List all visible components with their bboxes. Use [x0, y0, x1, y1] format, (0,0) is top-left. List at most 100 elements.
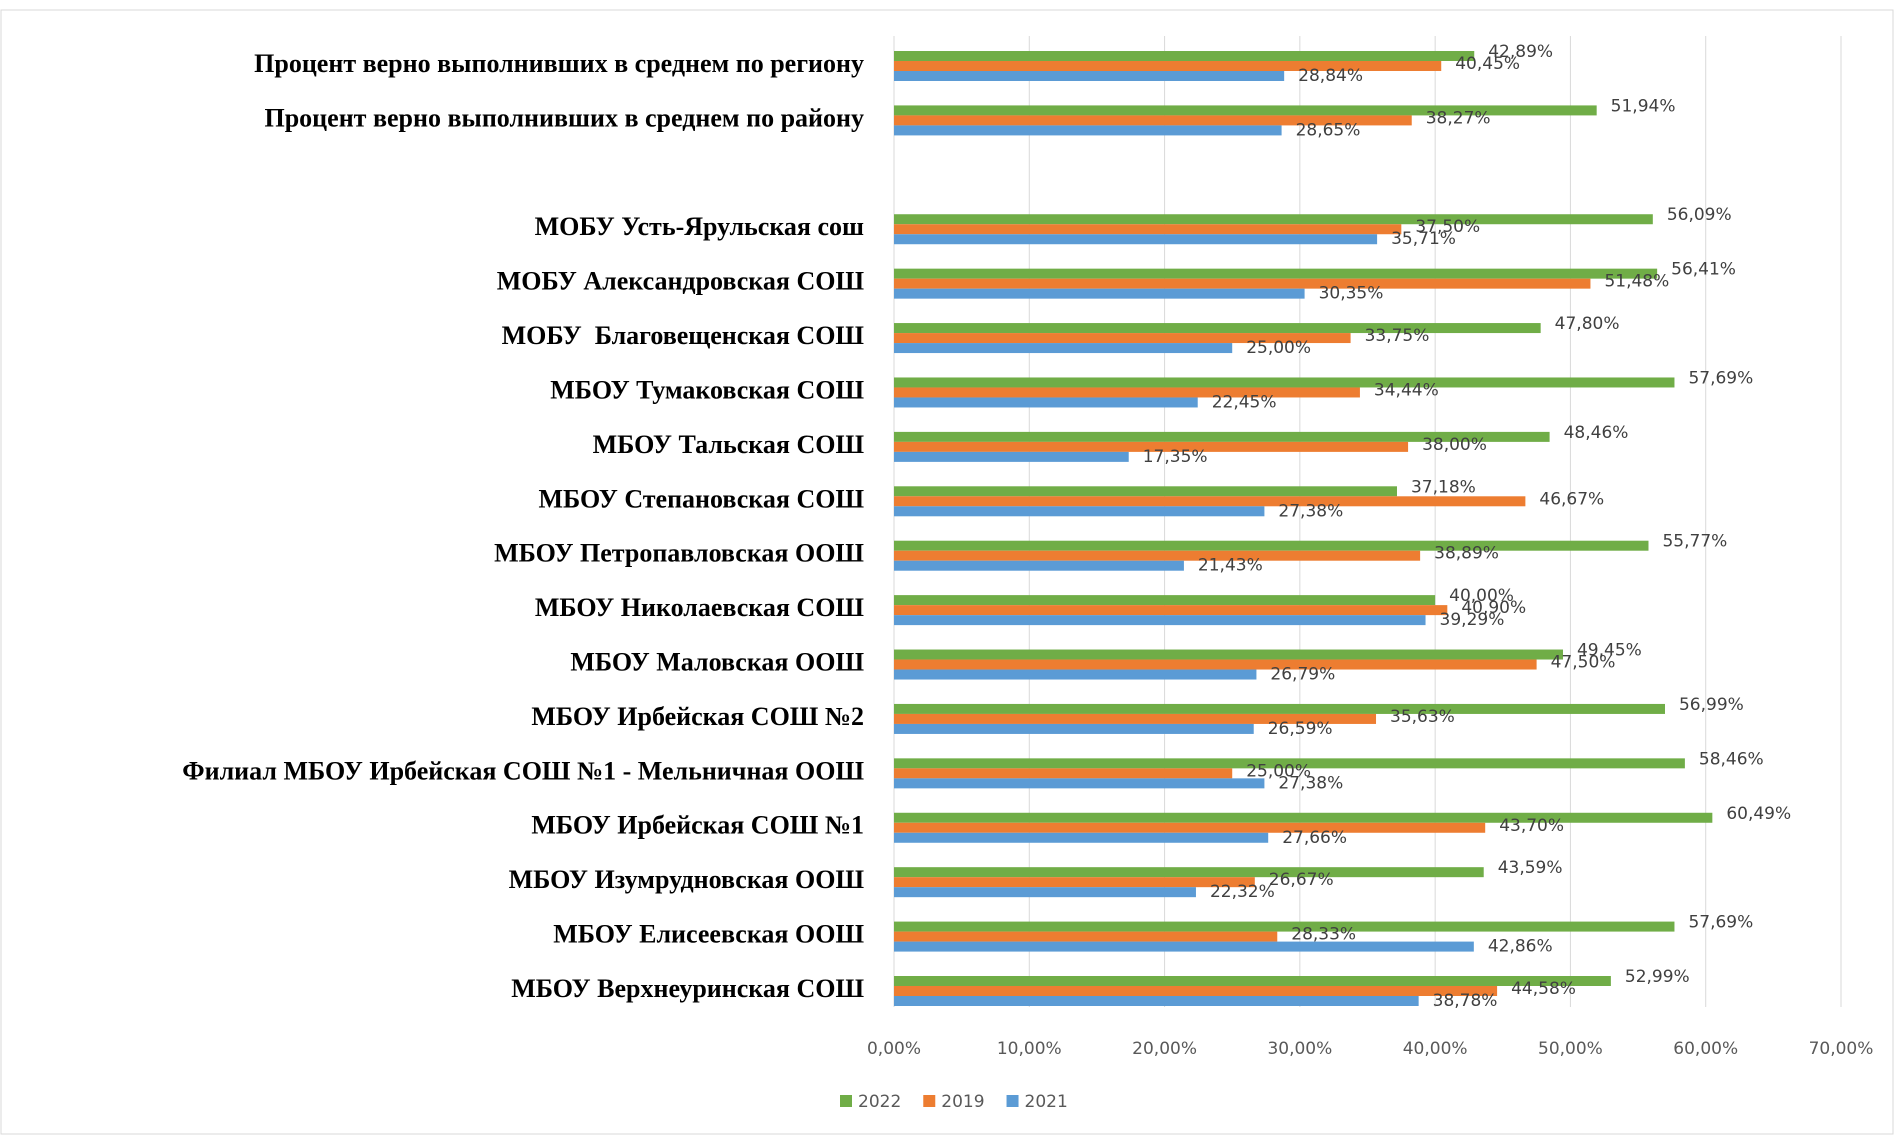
- bar: [894, 214, 1653, 225]
- legend-swatch: [840, 1095, 852, 1107]
- legend-label: 2019: [941, 1092, 984, 1112]
- category-label: МБОУ Тальская СОШ: [593, 430, 865, 459]
- category-label: МБОУ Ирбейская СОШ №1: [531, 811, 864, 840]
- bar: [894, 887, 1196, 898]
- bar: [894, 343, 1233, 354]
- bar: [894, 976, 1611, 986]
- bar: [894, 115, 1412, 126]
- legend-swatch: [1006, 1095, 1019, 1107]
- value-label: 27,38%: [1278, 773, 1343, 793]
- category-label: МОБУ Усть-Ярульская сош: [535, 212, 864, 241]
- bar: [894, 669, 1257, 680]
- value-label: 55,77%: [1662, 532, 1727, 552]
- value-label: 40,45%: [1455, 54, 1520, 74]
- bar: [894, 832, 1269, 843]
- value-label: 25,00%: [1246, 338, 1311, 358]
- value-label: 39,29%: [1440, 610, 1505, 630]
- value-label: 28,84%: [1298, 66, 1363, 86]
- bar: [894, 377, 1675, 388]
- value-label: 60,49%: [1726, 804, 1791, 824]
- bar: [894, 451, 1129, 462]
- bar: [894, 713, 1377, 724]
- bar: [894, 387, 1360, 398]
- value-label: 48,46%: [1564, 423, 1629, 443]
- bar: [894, 496, 1526, 507]
- value-label: 33,75%: [1365, 326, 1430, 346]
- value-label: 27,38%: [1278, 501, 1343, 521]
- value-label: 38,89%: [1434, 544, 1499, 564]
- value-label: 47,80%: [1555, 314, 1620, 334]
- x-tick-label: 50,00%: [1538, 1039, 1603, 1059]
- value-label: 57,69%: [1688, 368, 1753, 388]
- bar: [894, 659, 1537, 670]
- bar: [894, 812, 1713, 823]
- bar: [894, 288, 1305, 299]
- value-label: 56,09%: [1667, 205, 1732, 225]
- bar: [894, 931, 1278, 942]
- value-label: 57,69%: [1688, 913, 1753, 933]
- bar: [894, 125, 1282, 136]
- value-label: 58,46%: [1699, 749, 1764, 769]
- bar: [894, 431, 1550, 442]
- bar: [894, 996, 1419, 1006]
- bar: [894, 615, 1426, 626]
- value-label: 38,00%: [1422, 435, 1487, 455]
- value-label: 17,35%: [1143, 447, 1208, 467]
- x-tick-label: 10,00%: [997, 1039, 1062, 1059]
- value-label: 56,99%: [1679, 695, 1744, 715]
- value-label: 28,33%: [1291, 925, 1356, 945]
- bar: [894, 51, 1475, 61]
- bar: [894, 986, 1498, 996]
- bar: [894, 778, 1265, 789]
- x-tick-label: 20,00%: [1132, 1039, 1197, 1059]
- bar: [894, 649, 1563, 660]
- category-label: МБОУ Елисеевская ООШ: [553, 920, 864, 949]
- value-label: 35,71%: [1391, 229, 1456, 249]
- bar: [894, 867, 1484, 878]
- category-label: МБОУ Маловская ООШ: [570, 647, 864, 676]
- bar: [894, 441, 1409, 452]
- value-label: 51,94%: [1611, 96, 1676, 116]
- bar: [894, 723, 1254, 734]
- category-label: МБОУ Николаевская СОШ: [535, 593, 865, 622]
- bar: [894, 268, 1658, 279]
- value-label: 37,18%: [1411, 477, 1476, 497]
- value-label: 40,90%: [1461, 598, 1526, 618]
- category-label: МБОУ Степановская СОШ: [538, 484, 864, 513]
- value-label: 34,44%: [1374, 380, 1439, 400]
- value-label: 44,58%: [1511, 979, 1576, 999]
- value-label: 46,67%: [1539, 489, 1604, 509]
- value-label: 21,43%: [1198, 556, 1263, 576]
- bar: [894, 234, 1378, 245]
- bar: [894, 278, 1591, 289]
- bar: [894, 71, 1285, 81]
- value-label: 25,00%: [1246, 761, 1311, 781]
- bar: [894, 333, 1351, 344]
- value-label: 26,59%: [1268, 719, 1333, 739]
- category-label: МБОУ Тумаковская СОШ: [550, 375, 864, 404]
- x-tick-label: 0,00%: [867, 1039, 921, 1059]
- value-label: 27,66%: [1282, 828, 1347, 848]
- category-label: МБОУ Ирбейская СОШ №2: [531, 702, 864, 731]
- category-label: Процент верно выполнивших в среднем по р…: [265, 103, 865, 132]
- category-label: Процент верно выполнивших в среднем по р…: [254, 49, 864, 78]
- value-label: 22,32%: [1210, 882, 1275, 902]
- value-label: 35,63%: [1390, 707, 1455, 727]
- category-label: МОБУ Благовещенская СОШ: [502, 321, 865, 350]
- value-label: 26,79%: [1270, 665, 1335, 685]
- bar: [894, 540, 1649, 551]
- bar: [894, 105, 1597, 116]
- value-label: 51,48%: [1604, 272, 1669, 292]
- value-label: 43,59%: [1498, 858, 1563, 878]
- value-label: 37,50%: [1415, 217, 1480, 237]
- value-label: 52,99%: [1625, 967, 1690, 987]
- bar: [894, 941, 1474, 952]
- value-label: 42,86%: [1488, 937, 1553, 957]
- category-label: МБОУ Изумрудновская ООШ: [509, 865, 865, 894]
- bar: [894, 397, 1198, 408]
- category-label: МБОУ Петропавловская ООШ: [494, 539, 864, 568]
- bar: [894, 877, 1255, 888]
- x-tick-label: 30,00%: [1267, 1039, 1332, 1059]
- value-label: 56,41%: [1671, 260, 1736, 280]
